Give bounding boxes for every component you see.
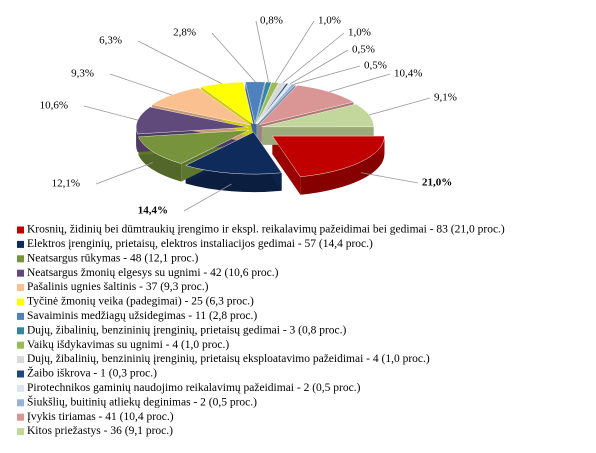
- legend-swatch: [17, 327, 24, 335]
- legend-label: Neatsargus žmonių elgesys su ugnimi - 42…: [27, 267, 279, 279]
- slice: [256, 82, 287, 125]
- legend-label: Pašalinis ugnies šaltinis - 37 (9,3 proc…: [27, 281, 209, 293]
- legend-swatch: [17, 312, 24, 320]
- leader-line: [137, 40, 222, 85]
- legend-swatch: [17, 240, 24, 248]
- legend-label: Šiukšlių, buitinių atliekų deginimas - 2…: [27, 394, 257, 408]
- leader-line: [83, 105, 138, 121]
- legend-swatch: [17, 226, 24, 234]
- data-label: 2,8%: [173, 27, 196, 39]
- data-label: 12,1%: [52, 178, 80, 190]
- legend-swatch: [17, 428, 24, 436]
- legend-swatch: [17, 384, 24, 392]
- legend-swatch: [17, 413, 24, 421]
- leader-line: [274, 20, 315, 83]
- data-label: 0,5%: [364, 60, 387, 72]
- leader-line: [289, 49, 349, 85]
- slice: [272, 135, 385, 177]
- leader-line: [109, 73, 172, 96]
- leader-line: [211, 32, 256, 83]
- legend-label: Savaiminis medžiagų užsidegimas - 11 (2,…: [27, 310, 257, 322]
- data-label: 6,3%: [99, 35, 122, 47]
- slice: [261, 103, 374, 128]
- slice: [135, 106, 249, 135]
- slice-side: [138, 136, 182, 182]
- leader-line: [95, 162, 154, 185]
- legend-swatch: [17, 269, 24, 277]
- legend-swatch: [17, 298, 24, 306]
- leader-line: [293, 65, 361, 85]
- legend-label: Kitos priežastys - 36 (9,1 proc.): [27, 425, 173, 437]
- legend-label: Dujų, žibalinių, benzininių įrenginių, p…: [27, 353, 430, 365]
- legend-label: Pirotechnikos gaminių naudojimo reikalav…: [27, 382, 361, 394]
- legend-swatch: [17, 399, 24, 407]
- data-label: 0,5%: [352, 44, 375, 56]
- legend-swatch: [17, 284, 24, 292]
- data-label: 9,1%: [434, 92, 457, 104]
- legend-label: Įvykis tiriamas - 41 (10,4 proc.): [27, 411, 174, 423]
- legend-swatch: [17, 341, 24, 349]
- leader-line: [255, 20, 269, 83]
- leader-line: [183, 183, 232, 212]
- data-label: 10,6%: [40, 100, 68, 112]
- data-label: 14,4%: [138, 205, 168, 217]
- data-label: 1,0%: [348, 27, 371, 39]
- data-label: 1,0%: [318, 15, 341, 27]
- slice: [258, 85, 355, 126]
- leader-line: [369, 97, 431, 116]
- legend-swatch: [17, 255, 24, 263]
- slice-side: [300, 136, 385, 195]
- data-label: 9,3%: [71, 68, 94, 80]
- leader-line: [329, 73, 391, 93]
- data-label: 0,8%: [260, 15, 283, 27]
- legend-label: Krosnių, židinių bei dūmtraukių įrengimo…: [27, 224, 505, 236]
- slice: [257, 83, 296, 125]
- legend-label: Žaibo iškrova - 1 (0,3 proc.): [27, 366, 157, 380]
- data-label: 21,0%: [422, 177, 452, 189]
- legend-label: Elektros įrenginių, prietaisų, elektros …: [27, 238, 373, 250]
- legend-swatch: [17, 370, 24, 378]
- data-label: 10,4%: [394, 68, 422, 80]
- slice-side: [185, 165, 282, 193]
- legend-label: Neatsargus rūkymas - 48 (12,1 proc.): [27, 252, 198, 264]
- legend-label: Tyčinė žmonių veika (padegimai) - 25 (6,…: [27, 296, 254, 308]
- slice-cut: [272, 136, 301, 195]
- slice: [245, 81, 266, 124]
- legend-label: Vaikų išdykavimas su ugnimi - 4 (1,0 pro…: [27, 339, 229, 351]
- leader-line: [282, 32, 345, 84]
- legend-label: Dujų, žibalinių, benzininių įrenginių, p…: [27, 324, 347, 336]
- leader-line: [360, 172, 419, 184]
- legend-swatch: [17, 356, 24, 364]
- slice: [151, 87, 251, 126]
- slice: [138, 129, 250, 164]
